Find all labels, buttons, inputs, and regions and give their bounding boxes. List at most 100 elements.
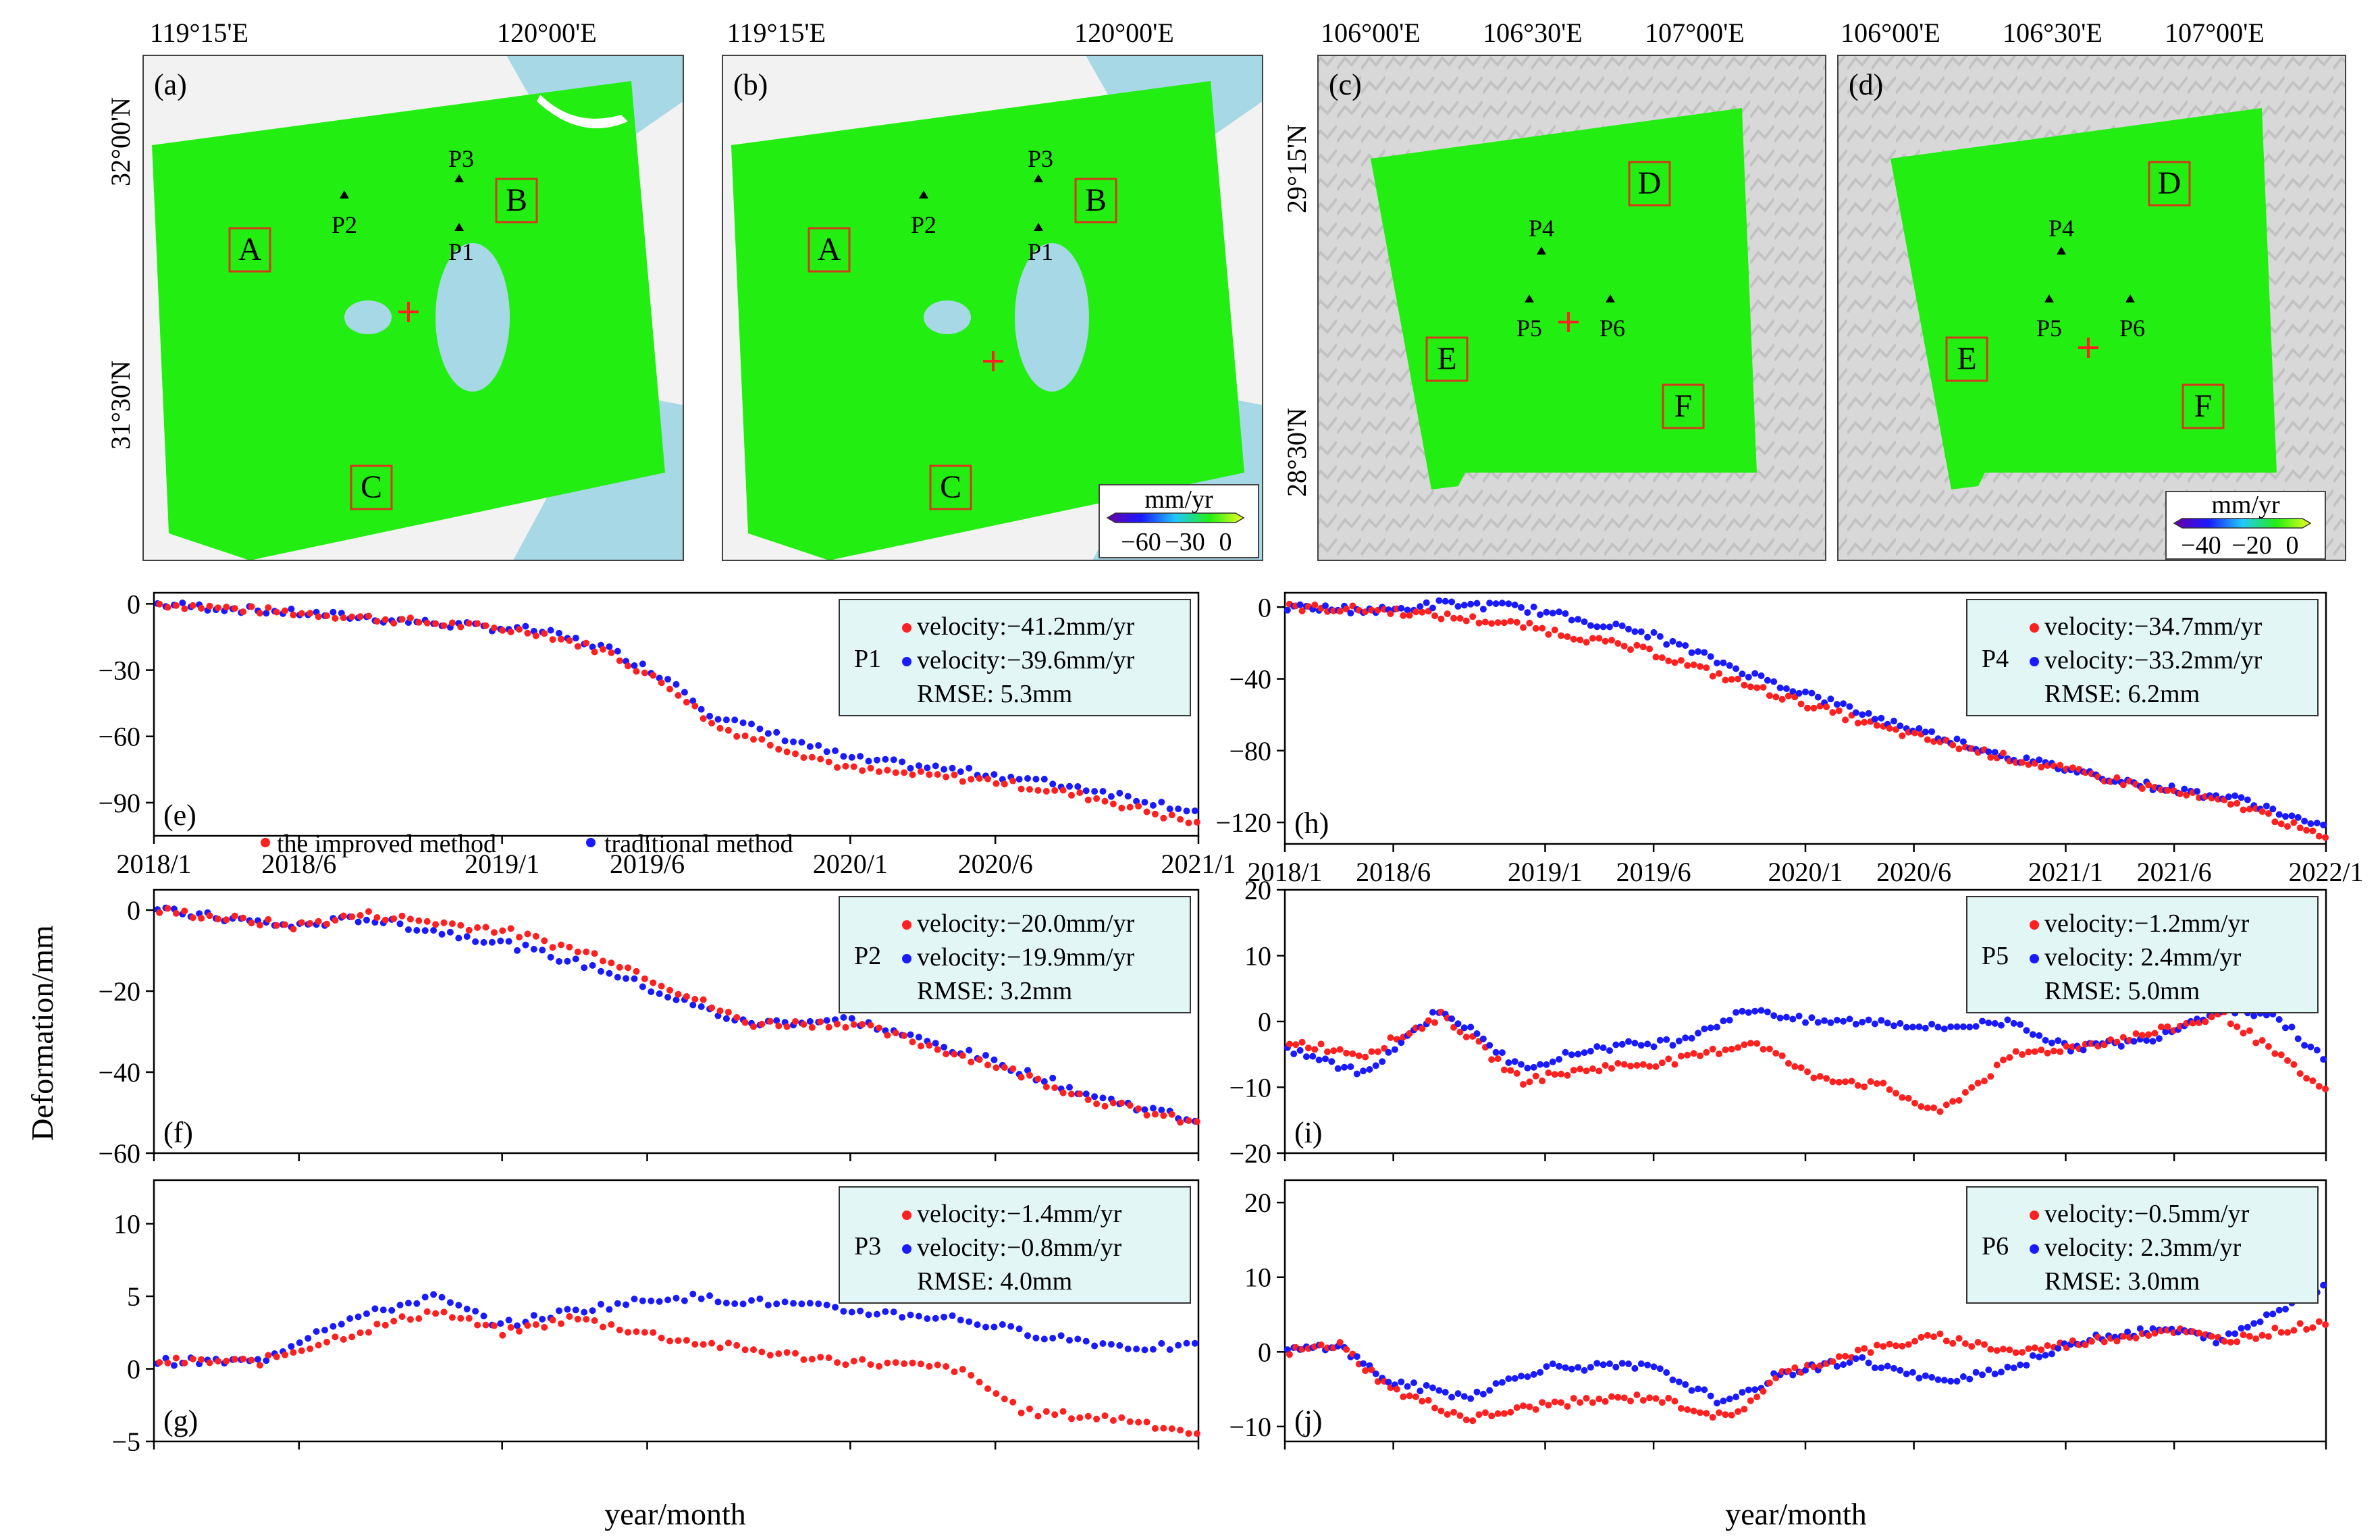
point-traditional: [1473, 1388, 1481, 1396]
point-traditional: [1581, 618, 1588, 625]
y-tick-label: 0: [1258, 1007, 1271, 1037]
marker-improved: [902, 920, 911, 930]
lat-tick: 28°30'N: [1281, 408, 1312, 497]
point-improved: [1886, 1086, 1893, 1093]
point-traditional: [1518, 1373, 1525, 1380]
point-traditional: [1435, 597, 1443, 604]
point-improved: [1336, 1339, 1344, 1346]
point-traditional: [1733, 1393, 1740, 1401]
point-improved: [1772, 693, 1780, 701]
point-improved: [741, 1346, 749, 1354]
point-improved: [1652, 1063, 1660, 1070]
point-traditional: [1537, 1061, 1544, 1068]
point-improved: [1412, 608, 1419, 616]
point-traditional: [530, 1312, 537, 1319]
point-traditional: [1141, 1106, 1148, 1113]
point-traditional: [1423, 1382, 1430, 1389]
point-improved: [323, 1338, 330, 1346]
point-traditional: [1606, 1360, 1613, 1367]
point-traditional: [1814, 1019, 1822, 1026]
point-improved: [282, 607, 288, 614]
point-traditional: [614, 974, 621, 981]
point-improved: [884, 766, 891, 774]
point-improved: [884, 1032, 891, 1039]
colorbar-unit: mm/yr: [1144, 485, 1213, 514]
point-improved: [1766, 1045, 1773, 1053]
point-improved: [1778, 1052, 1786, 1059]
point-traditional: [1953, 1023, 1961, 1030]
point-traditional: [1733, 665, 1740, 672]
point-improved: [2322, 1321, 2329, 1328]
point-traditional: [1599, 1361, 1607, 1369]
point-improved: [2309, 1077, 2317, 1084]
y-tick-label: 10: [1244, 1263, 1271, 1293]
point-improved: [2303, 826, 2310, 834]
point-improved: [968, 1059, 975, 1065]
point-traditional: [1141, 799, 1148, 806]
point-improved: [625, 1329, 632, 1336]
point-improved: [1336, 608, 1344, 615]
point-improved: [976, 1056, 983, 1063]
point-traditional: [1498, 600, 1506, 607]
point-improved: [842, 762, 849, 770]
point-improved: [1735, 1408, 1742, 1415]
point-improved: [2038, 764, 2045, 771]
point-improved: [332, 917, 339, 924]
point-traditional: [1940, 1026, 1948, 1032]
panel-label: (e): [163, 799, 196, 832]
point-improved: [2221, 1337, 2228, 1345]
point-traditional: [1979, 1371, 1986, 1379]
point-improved: [532, 932, 539, 940]
map-b: (b) 119°15'E 120°00'E P3 P2 P1 A B C mm/…: [722, 18, 1263, 561]
point-improved: [842, 1024, 849, 1031]
point-traditional: [1701, 1386, 1708, 1393]
point-improved: [2088, 1337, 2095, 1345]
point-improved: [1671, 659, 1678, 666]
box-label-f: F: [2194, 388, 2213, 424]
point-traditional: [1158, 799, 1165, 805]
data-points: [1284, 1004, 2329, 1115]
point-improved: [716, 1007, 724, 1015]
map-panel-label: (c): [1329, 68, 1362, 101]
point-traditional: [1296, 601, 1304, 608]
point-improved: [432, 620, 440, 627]
point-improved: [1084, 796, 1092, 803]
point-improved: [1842, 1352, 1849, 1360]
point-improved: [1930, 1333, 1938, 1340]
point-improved: [214, 915, 221, 923]
point-traditional: [2004, 1016, 2011, 1024]
point-improved: [959, 1366, 966, 1373]
point-improved: [541, 630, 548, 637]
point-improved: [1017, 1409, 1025, 1416]
point-traditional: [1049, 1074, 1057, 1082]
point-improved: [2012, 1048, 2019, 1055]
point-traditional: [1707, 653, 1714, 660]
point-improved: [482, 1321, 490, 1329]
point-traditional: [1385, 1048, 1392, 1056]
point-improved: [2309, 1324, 2317, 1331]
point-improved: [1608, 1393, 1615, 1400]
point-improved: [943, 1051, 950, 1058]
point-traditional: [1606, 1047, 1613, 1055]
point-traditional: [1637, 1042, 1645, 1049]
velocity-traditional: velocity:−0.8mm/yr: [917, 1233, 1122, 1262]
point-improved: [724, 1009, 732, 1016]
point-traditional: [1852, 1020, 1859, 1028]
point-improved: [1526, 1403, 1533, 1410]
y-tick-label: 10: [1244, 941, 1271, 972]
point-improved: [675, 692, 682, 699]
lon-tick: 120°00'E: [1074, 18, 1174, 48]
point-traditional: [790, 1300, 797, 1307]
point-improved: [1042, 1084, 1050, 1090]
point-traditional: [907, 1311, 914, 1319]
point-traditional: [288, 1343, 295, 1350]
point-improved: [1949, 1339, 1957, 1347]
rmse: RMSE: 3.0mm: [2044, 1267, 2200, 1296]
point-improved: [1551, 1071, 1558, 1078]
point-traditional: [1827, 1019, 1834, 1026]
point-improved: [1735, 675, 1742, 683]
point-traditional: [1448, 598, 1456, 606]
point-traditional: [1448, 1393, 1456, 1401]
point-traditional: [2023, 1027, 2030, 1034]
